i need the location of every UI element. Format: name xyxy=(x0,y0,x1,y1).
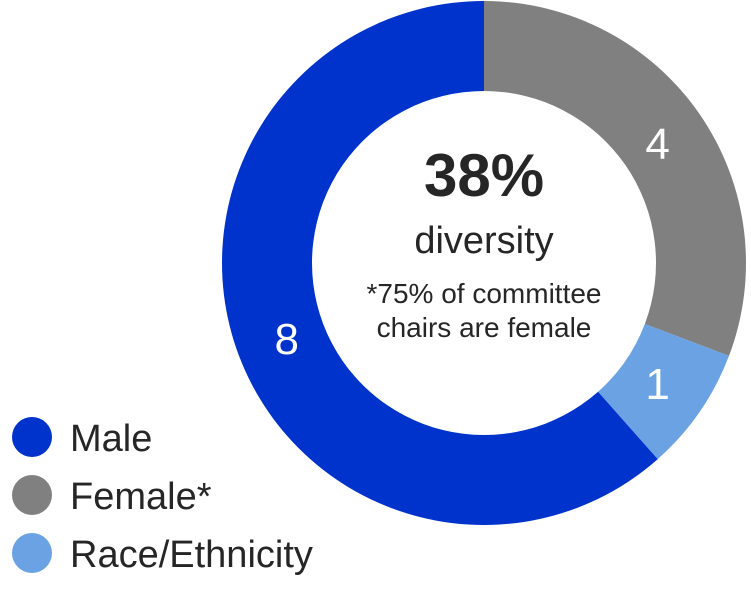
slice-female xyxy=(484,1,746,356)
legend-item-female: Female* xyxy=(12,475,212,518)
center-note-line-2: chairs are female xyxy=(377,312,592,343)
slice-male xyxy=(222,1,658,525)
slice-label-male: 8 xyxy=(274,315,298,364)
legend: Male Female* Race/Ethnicity xyxy=(12,417,313,576)
legend-label-male: Male xyxy=(70,418,152,460)
donut-slices xyxy=(222,1,746,525)
legend-swatch-male xyxy=(12,417,52,457)
slice-race-ethnicity xyxy=(598,323,729,460)
slice-labels: 4 1 8 xyxy=(274,120,669,409)
legend-label-race-ethnicity: Race/Ethnicity xyxy=(70,534,313,576)
center-value: 38% xyxy=(424,142,544,209)
legend-label-female: Female* xyxy=(70,476,212,518)
center-label: diversity xyxy=(414,220,553,262)
legend-item-race-ethnicity: Race/Ethnicity xyxy=(12,533,313,576)
center-text: 38% diversity *75% of committee chairs a… xyxy=(367,142,602,343)
legend-swatch-race-ethnicity xyxy=(12,533,52,573)
slice-label-race-ethnicity: 1 xyxy=(645,360,669,409)
center-note-line-1: *75% of committee xyxy=(367,278,602,309)
legend-item-male: Male xyxy=(12,417,152,460)
slice-label-female: 4 xyxy=(645,120,669,169)
legend-swatch-female xyxy=(12,475,52,515)
